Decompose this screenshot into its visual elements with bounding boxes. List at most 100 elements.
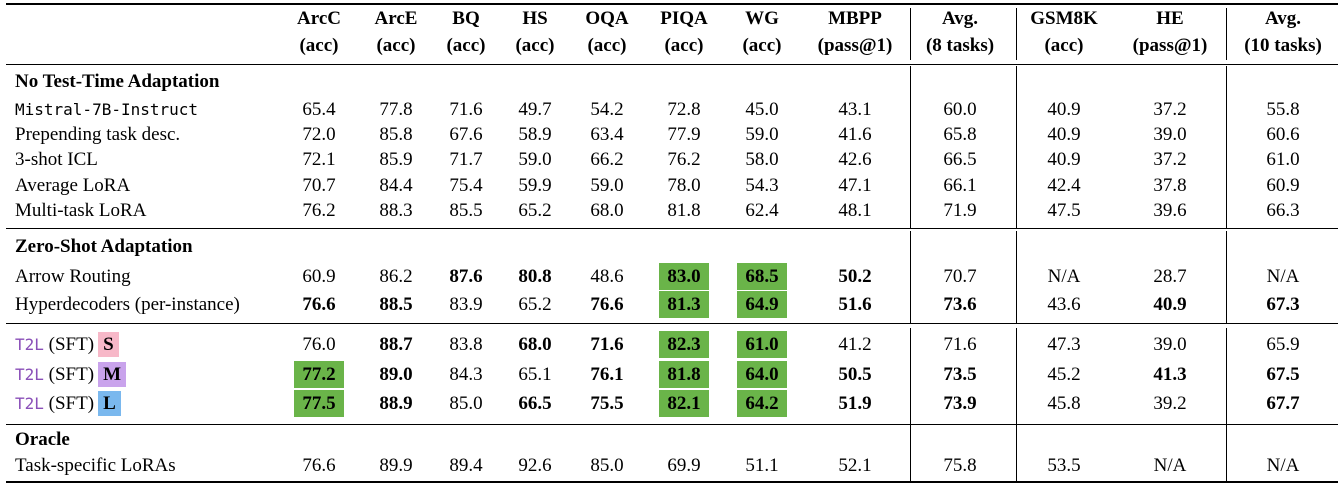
table-cell: 59.0 <box>590 175 624 196</box>
section-title: Zero-Shot Adaptation <box>15 236 193 257</box>
table-cell: 66.3 <box>1266 200 1300 221</box>
column-separator <box>1016 8 1017 60</box>
bottom-rule <box>6 481 1338 483</box>
row-label: Multi-task LoRA <box>15 198 146 223</box>
table-cell: 86.2 <box>379 266 413 287</box>
table-cell: 82.3 <box>659 331 709 358</box>
table-cell: 88.7 <box>379 334 413 355</box>
table-cell: 39.0 <box>1153 124 1187 145</box>
table-cell: 51.1 <box>745 455 779 476</box>
column-header-metric: (pass@1) <box>1132 35 1208 56</box>
table-cell: 45.2 <box>1047 364 1081 385</box>
table-cell: 65.9 <box>1266 334 1300 355</box>
column-header-name: OQA <box>585 8 629 29</box>
table-cell: 65.4 <box>302 99 336 120</box>
table-cell: 67.6 <box>449 124 483 145</box>
table-cell: 48.6 <box>590 266 624 287</box>
table-cell: 41.6 <box>838 124 872 145</box>
table-cell: 40.9 <box>1047 99 1081 120</box>
header-rule <box>6 64 1338 65</box>
table-cell: 71.6 <box>590 334 624 355</box>
table-cell: 28.7 <box>1153 266 1187 287</box>
table-cell: 72.0 <box>302 124 336 145</box>
table-cell: 72.1 <box>302 149 336 170</box>
column-separator <box>1226 231 1227 323</box>
table-cell: 66.2 <box>590 149 624 170</box>
table-cell: 73.9 <box>943 393 977 414</box>
table-cell: 77.9 <box>667 124 701 145</box>
table-cell: 76.6 <box>590 294 624 315</box>
table-cell: 83.0 <box>659 263 709 290</box>
column-header-metric: (pass@1) <box>817 35 893 56</box>
table-cell: 37.2 <box>1153 99 1187 120</box>
size-badge: M <box>98 362 126 387</box>
table-cell: 60.9 <box>302 266 336 287</box>
column-header-name: HS <box>522 8 548 29</box>
table-cell: N/A <box>1266 266 1300 287</box>
column-separator <box>1016 328 1017 424</box>
table-cell: 66.5 <box>943 149 977 170</box>
column-header-name: ArcE <box>374 8 418 29</box>
column-separator <box>1226 8 1227 60</box>
training-method: (SFT) <box>48 364 95 385</box>
column-separator <box>910 424 911 481</box>
column-separator <box>910 231 911 323</box>
row-label: T2L (SFT) L <box>15 391 121 416</box>
row-label: Arrow Routing <box>15 264 131 289</box>
column-header-metric: (acc) <box>587 35 627 56</box>
table-cell: 76.2 <box>667 149 701 170</box>
column-header-metric: (acc) <box>299 35 339 56</box>
table-cell: 68.0 <box>518 334 552 355</box>
section-rule <box>6 228 1338 229</box>
training-method: (SFT) <box>48 334 95 355</box>
table-cell: 66.5 <box>518 393 552 414</box>
table-cell: 59.0 <box>518 149 552 170</box>
table-cell: 65.2 <box>518 294 552 315</box>
column-separator <box>1016 231 1017 323</box>
table-cell: 68.5 <box>737 263 787 290</box>
table-cell: 77.2 <box>294 361 344 388</box>
table-cell: 65.8 <box>943 124 977 145</box>
table-cell: 70.7 <box>943 266 977 287</box>
table-cell: 67.5 <box>1266 364 1300 385</box>
table-cell: 70.7 <box>302 175 336 196</box>
table-cell: 55.8 <box>1266 99 1300 120</box>
table-cell: 85.0 <box>590 455 624 476</box>
table-cell: 71.9 <box>943 200 977 221</box>
table-cell: 65.1 <box>518 364 552 385</box>
table-cell: 84.4 <box>379 175 413 196</box>
table-cell: 60.0 <box>943 99 977 120</box>
column-header-metric: (acc) <box>446 35 486 56</box>
top-rule <box>6 3 1338 5</box>
table-cell: 83.8 <box>449 334 483 355</box>
table-cell: 41.2 <box>838 334 872 355</box>
row-label-text: Hyperdecoders (per-instance) <box>15 294 240 315</box>
table-cell: 40.9 <box>1047 149 1081 170</box>
column-separator <box>1226 328 1227 424</box>
table-cell: 59.0 <box>745 124 779 145</box>
table-cell: 76.6 <box>302 294 336 315</box>
row-label: Average LoRA <box>15 173 130 198</box>
table-cell: 76.1 <box>590 364 624 385</box>
column-header-metric: (8 tasks) <box>925 35 995 56</box>
table-cell: 64.9 <box>737 291 787 318</box>
table-cell: 39.0 <box>1153 334 1187 355</box>
table-cell: 61.0 <box>1266 149 1300 170</box>
size-badge: L <box>98 391 121 416</box>
column-separator <box>910 328 911 424</box>
table-cell: 71.6 <box>449 99 483 120</box>
table-cell: 41.3 <box>1153 364 1187 385</box>
table-cell: 42.4 <box>1047 175 1081 196</box>
table-cell: 66.1 <box>943 175 977 196</box>
table-cell: 54.2 <box>590 99 624 120</box>
row-label: Mistral-7B-Instruct <box>15 97 198 122</box>
table-cell: 88.3 <box>379 200 413 221</box>
table-cell: 73.5 <box>943 364 977 385</box>
table-cell: 37.8 <box>1153 175 1187 196</box>
table-cell: 73.6 <box>943 294 977 315</box>
section-rule <box>6 424 1338 425</box>
row-label-text: Arrow Routing <box>15 266 131 287</box>
row-label-text: Average LoRA <box>15 175 131 196</box>
row-label: 3-shot ICL <box>15 147 98 172</box>
